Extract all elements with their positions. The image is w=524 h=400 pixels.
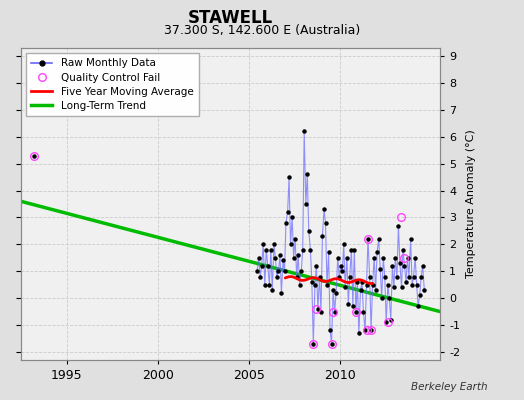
Title: STAWELL: STAWELL xyxy=(188,9,273,27)
Text: 37.300 S, 142.600 E (Australia): 37.300 S, 142.600 E (Australia) xyxy=(164,24,360,37)
Y-axis label: Temperature Anomaly (°C): Temperature Anomaly (°C) xyxy=(466,130,476,278)
Text: Berkeley Earth: Berkeley Earth xyxy=(411,382,487,392)
Legend: Raw Monthly Data, Quality Control Fail, Five Year Moving Average, Long-Term Tren: Raw Monthly Data, Quality Control Fail, … xyxy=(26,53,199,116)
